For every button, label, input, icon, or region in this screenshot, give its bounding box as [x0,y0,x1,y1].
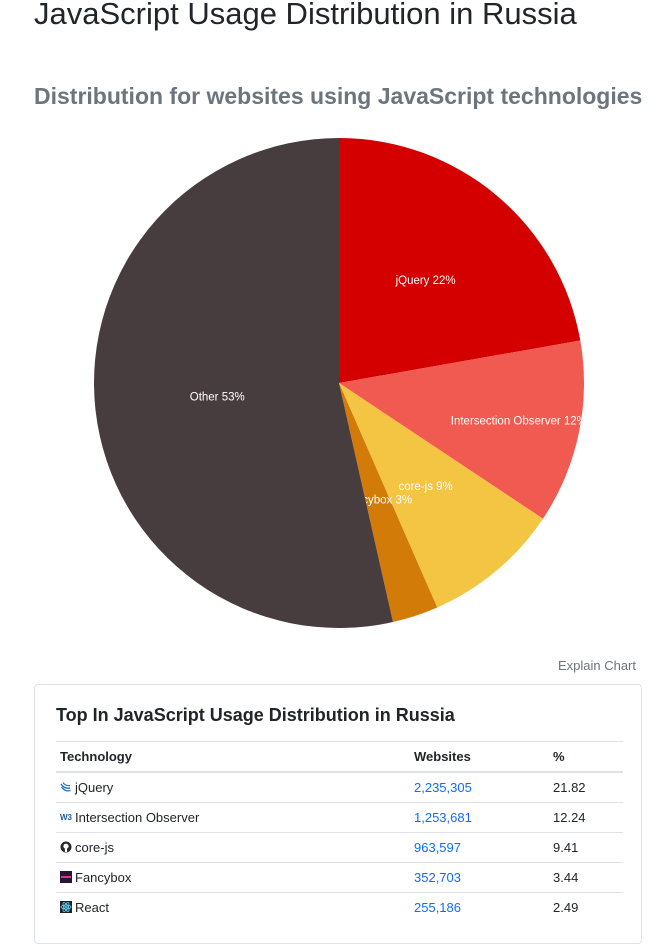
percent-cell: 3.44 [549,862,623,893]
websites-link[interactable]: 1,253,681 [414,810,472,825]
websites-link[interactable]: 963,597 [414,840,461,855]
react-icon [60,901,72,913]
pie-chart: jQuery 22% Intersection Observer 12% core-… [93,138,587,628]
svg-text:W3: W3 [60,813,72,822]
github-icon [60,841,72,853]
pie-slice-intersection-observer[interactable] [339,340,584,519]
percent-cell: 12.24 [549,802,623,833]
technology-cell: Fancybox [56,862,410,893]
technology-cell: React [56,892,410,922]
slice-label: core-js 9% [398,481,452,493]
explain-chart-link[interactable]: Explain Chart [557,658,636,673]
websites-cell: 255,186 [410,892,549,922]
websites-cell: 2,235,305 [410,771,549,803]
slice-label: Intersection Observer 12% [451,416,587,428]
page-subtitle: Distribution for websites using JavaScri… [34,83,643,109]
technology-cell: jQuery [56,771,410,803]
table-row: Fancybox 352,703 3.44 [56,862,623,893]
table-row: jQuery 2,235,305 21.82 [56,771,623,803]
fancybox-icon [60,871,72,883]
header-technology: Technology [56,741,410,773]
table-row: core-js 963,597 9.41 [56,832,623,863]
table-row: React 255,186 2.49 [56,892,623,922]
percent-cell: 2.49 [549,892,623,922]
percent-cell: 9.41 [549,832,623,863]
technology-name: Intersection Observer [75,810,200,825]
technology-name: Fancybox [75,870,132,885]
technology-cell: core-js [56,832,410,863]
websites-link[interactable]: 255,186 [414,900,461,915]
pie-slice-jquery[interactable] [339,138,581,383]
jquery-icon [60,782,71,792]
header-websites: Websites [410,741,549,773]
w3c-icon: W3 [60,813,72,822]
table-header-row: Technology Websites % [56,741,623,773]
slice-label: Other 53% [190,392,245,404]
slice-label: jQuery 22% [395,275,456,287]
card-title: Top In JavaScript Usage Distribution in … [56,705,455,725]
pie-slice-fancybox[interactable] [339,383,438,622]
websites-link[interactable]: 2,235,305 [414,780,472,795]
technology-name: core-js [75,840,115,855]
websites-cell: 1,253,681 [410,802,549,833]
pie-slice-core-js[interactable] [339,383,543,608]
websites-cell: 963,597 [410,832,549,863]
page-title: JavaScript Usage Distribution in Russia [34,0,577,31]
header-percent: % [549,741,623,773]
table-row: W3 Intersection Observer 1,253,681 12.24 [56,802,623,833]
websites-cell: 352,703 [410,862,549,893]
percent-cell: 21.82 [549,771,623,803]
technology-cell: W3 Intersection Observer [56,802,410,833]
technology-name: jQuery [75,780,114,795]
top-technologies-card: Top In JavaScript Usage Distribution in … [34,684,642,944]
websites-link[interactable]: 352,703 [414,870,461,885]
technologies-table: Technology Websites % jQuery 2,235,305 2… [56,741,623,922]
pie-slice-other[interactable] [93,138,393,628]
technology-name: React [75,900,109,915]
